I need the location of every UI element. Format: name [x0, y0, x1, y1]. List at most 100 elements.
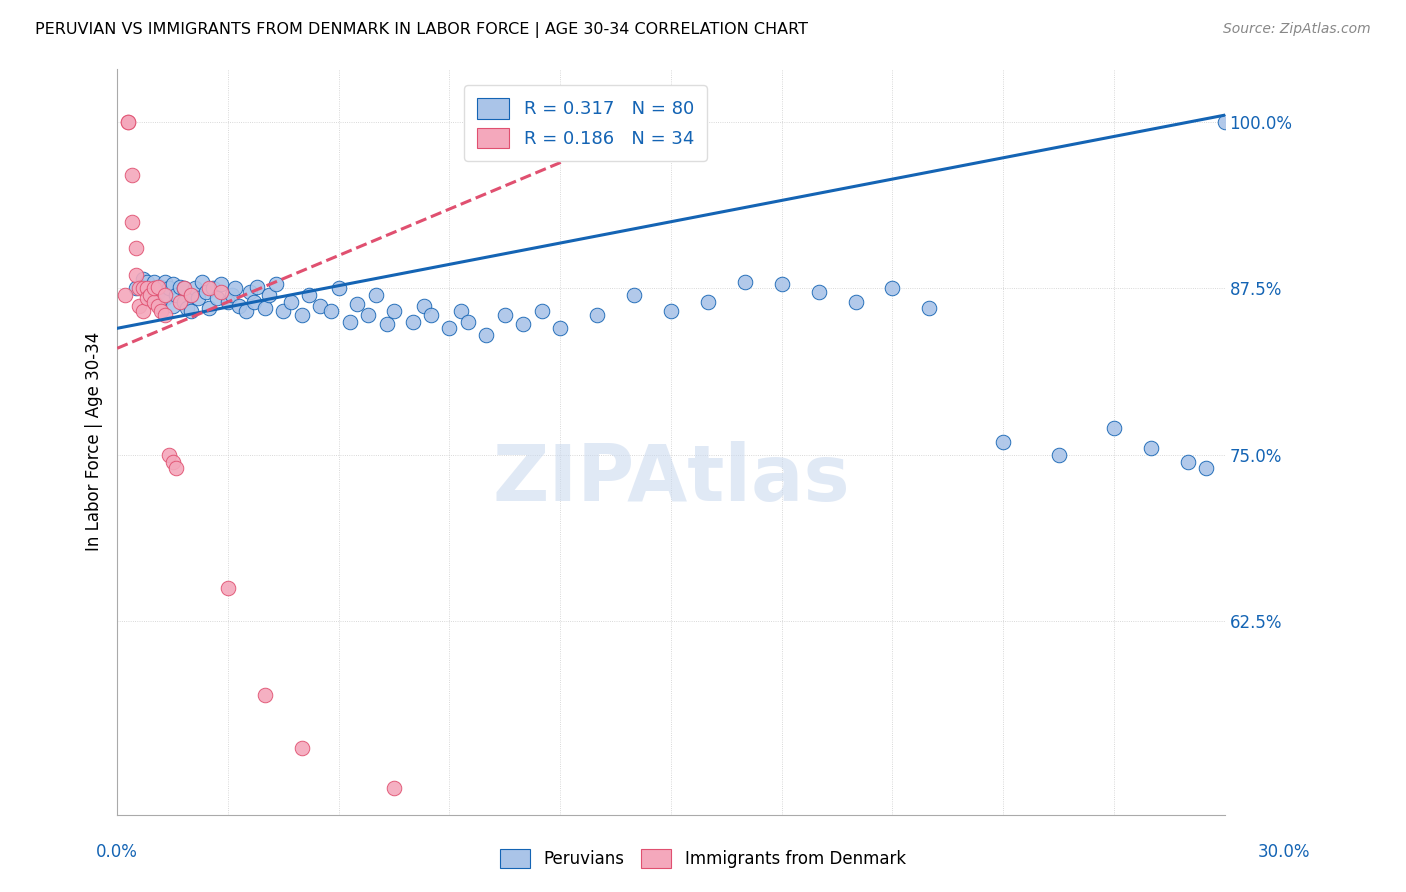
Point [221, 288, 243, 302]
Point [235, 304, 257, 318]
Point [530, 304, 553, 318]
Point [191, 275, 214, 289]
Point [132, 272, 155, 286]
Point [382, 780, 405, 795]
Point [1047, 448, 1070, 462]
Point [530, 847, 553, 862]
Point [239, 285, 262, 300]
Legend: R = 0.317   N = 80, R = 0.186   N = 34: R = 0.317 N = 80, R = 0.186 N = 34 [464, 85, 707, 161]
Point [1195, 461, 1218, 475]
Point [139, 288, 162, 302]
Point [328, 281, 350, 295]
Point [217, 294, 239, 309]
Point [548, 321, 571, 335]
Point [183, 281, 205, 295]
Point [162, 299, 184, 313]
Point [128, 299, 150, 313]
Point [273, 304, 295, 318]
Point [346, 297, 368, 311]
Point [364, 288, 387, 302]
Point [918, 301, 941, 316]
Point [180, 304, 202, 318]
Point [114, 288, 136, 302]
Point [169, 294, 191, 309]
Point [150, 280, 173, 294]
Point [128, 281, 150, 295]
Point [291, 741, 314, 756]
Legend: Peruvians, Immigrants from Denmark: Peruvians, Immigrants from Denmark [492, 840, 914, 877]
Point [321, 304, 343, 318]
Point [807, 285, 830, 300]
Point [121, 215, 143, 229]
Text: ZIPAtlas: ZIPAtlas [492, 441, 849, 516]
Point [734, 275, 756, 289]
Point [202, 281, 225, 295]
Point [157, 281, 180, 295]
Point [124, 268, 146, 282]
Point [143, 281, 166, 295]
Point [153, 291, 176, 305]
Point [1213, 115, 1236, 129]
Point [187, 291, 209, 305]
Point [209, 277, 232, 292]
Point [228, 299, 250, 313]
Point [139, 288, 162, 302]
Point [153, 308, 176, 322]
Point [217, 581, 239, 595]
Point [121, 168, 143, 182]
Point [280, 294, 302, 309]
Point [198, 281, 221, 295]
Point [586, 308, 609, 322]
Point [1102, 421, 1125, 435]
Point [457, 315, 479, 329]
Text: Source: ZipAtlas.com: Source: ZipAtlas.com [1223, 22, 1371, 37]
Point [198, 301, 221, 316]
Point [124, 281, 146, 295]
Point [339, 315, 361, 329]
Point [357, 308, 380, 322]
Point [173, 281, 195, 295]
Point [512, 318, 534, 332]
Point [1177, 454, 1199, 468]
Point [135, 291, 157, 305]
Point [224, 281, 246, 295]
Point [264, 277, 287, 292]
Point [132, 304, 155, 318]
Point [882, 281, 904, 295]
Point [844, 294, 866, 309]
Point [382, 304, 405, 318]
Point [450, 304, 472, 318]
Point [194, 285, 217, 300]
Point [146, 285, 169, 300]
Point [124, 241, 146, 255]
Point [696, 294, 718, 309]
Point [165, 288, 187, 302]
Point [375, 318, 398, 332]
Point [173, 281, 195, 295]
Point [146, 299, 169, 313]
Point [135, 281, 157, 295]
Point [135, 275, 157, 289]
Point [169, 280, 191, 294]
Point [494, 308, 516, 322]
Point [993, 434, 1015, 449]
Point [659, 304, 682, 318]
Point [146, 280, 169, 294]
Point [412, 299, 434, 313]
Point [309, 299, 332, 313]
Point [132, 281, 155, 295]
Point [153, 288, 176, 302]
Point [246, 280, 269, 294]
Point [257, 288, 280, 302]
Point [475, 328, 498, 343]
Point [253, 301, 276, 316]
Point [143, 281, 166, 295]
Y-axis label: In Labor Force | Age 30-34: In Labor Force | Age 30-34 [86, 332, 103, 551]
Point [165, 461, 187, 475]
Point [117, 115, 139, 129]
Point [205, 291, 228, 305]
Text: PERUVIAN VS IMMIGRANTS FROM DENMARK IN LABOR FORCE | AGE 30-34 CORRELATION CHART: PERUVIAN VS IMMIGRANTS FROM DENMARK IN L… [35, 22, 808, 38]
Point [157, 448, 180, 462]
Point [253, 688, 276, 702]
Point [150, 304, 173, 318]
